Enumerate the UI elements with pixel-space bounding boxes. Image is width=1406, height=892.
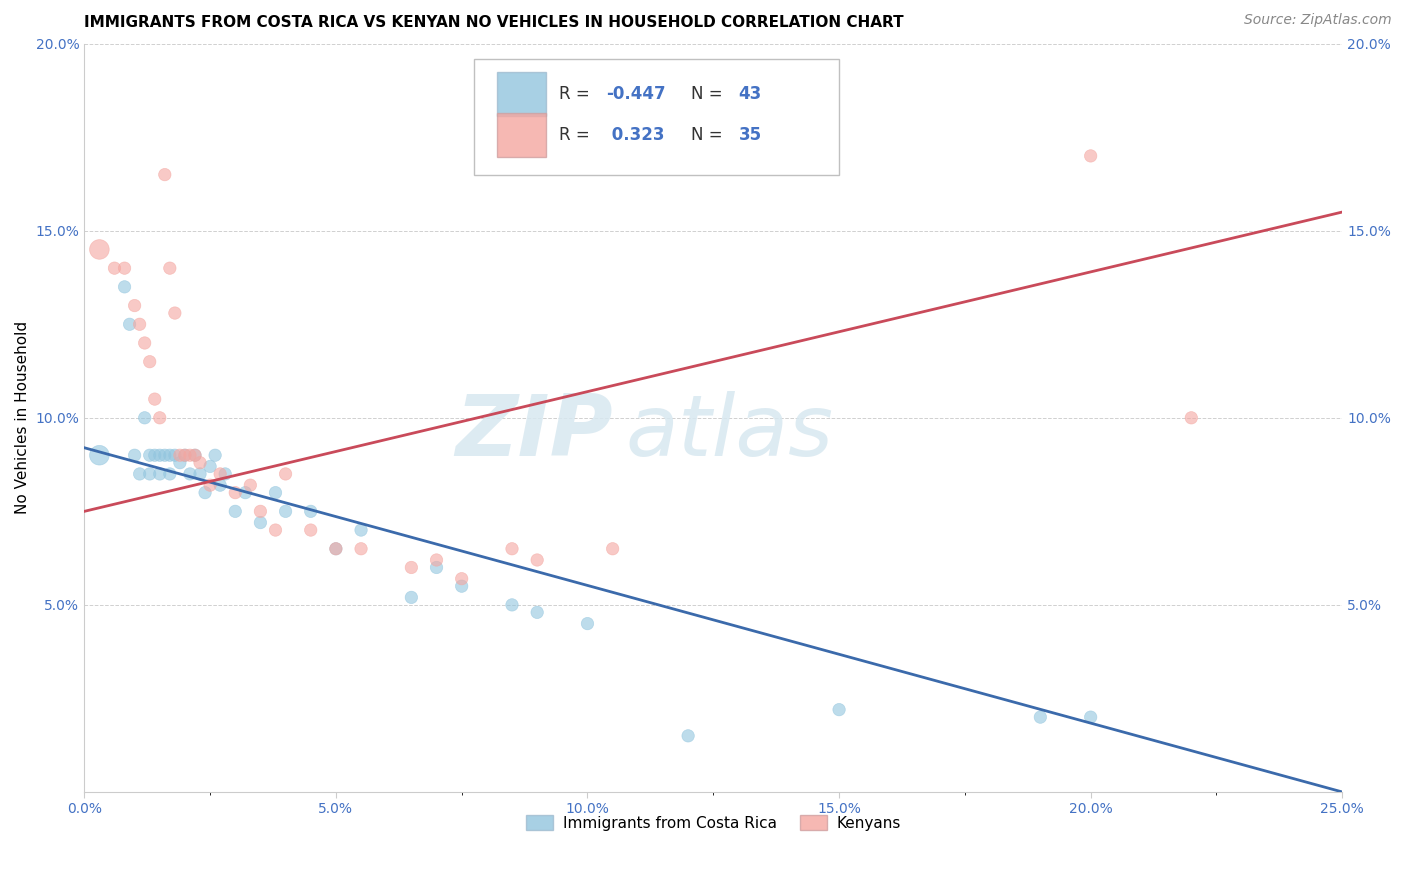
Text: R =: R =: [558, 85, 595, 103]
Text: -0.447: -0.447: [606, 85, 666, 103]
Point: [676, 729, 699, 743]
Point: [159, 261, 181, 276]
Point: [204, 448, 226, 462]
Point: [299, 504, 322, 518]
FancyBboxPatch shape: [474, 59, 839, 175]
Point: [153, 448, 176, 462]
Point: [114, 261, 136, 276]
Text: ZIP: ZIP: [456, 392, 613, 475]
Point: [299, 523, 322, 537]
Point: [174, 448, 197, 462]
Point: [274, 467, 297, 481]
Point: [209, 478, 232, 492]
Point: [350, 523, 373, 537]
Point: [134, 410, 156, 425]
Point: [1180, 410, 1202, 425]
Point: [249, 504, 271, 518]
Point: [169, 456, 191, 470]
Point: [128, 318, 150, 332]
Point: [602, 541, 624, 556]
Point: [501, 541, 523, 556]
Text: 43: 43: [738, 85, 762, 103]
Text: R =: R =: [558, 127, 595, 145]
Point: [209, 467, 232, 481]
Point: [153, 168, 176, 182]
Point: [143, 448, 166, 462]
Point: [450, 579, 472, 593]
Point: [184, 448, 207, 462]
Point: [526, 606, 548, 620]
Text: IMMIGRANTS FROM COSTA RICA VS KENYAN NO VEHICLES IN HOUSEHOLD CORRELATION CHART: IMMIGRANTS FROM COSTA RICA VS KENYAN NO …: [84, 15, 904, 30]
Point: [325, 541, 347, 556]
Point: [401, 560, 423, 574]
Point: [188, 467, 211, 481]
FancyBboxPatch shape: [496, 113, 546, 157]
Point: [576, 616, 599, 631]
Point: [1080, 149, 1102, 163]
Point: [401, 591, 423, 605]
Point: [325, 541, 347, 556]
Point: [128, 467, 150, 481]
Point: [89, 243, 111, 257]
Point: [163, 448, 186, 462]
Point: [143, 392, 166, 406]
Text: 0.323: 0.323: [606, 127, 665, 145]
Point: [274, 504, 297, 518]
Point: [249, 516, 271, 530]
Point: [163, 306, 186, 320]
Point: [134, 336, 156, 351]
Point: [264, 485, 287, 500]
Point: [264, 523, 287, 537]
Point: [159, 448, 181, 462]
Point: [159, 467, 181, 481]
Point: [526, 553, 548, 567]
Point: [124, 448, 146, 462]
Point: [233, 485, 256, 500]
FancyBboxPatch shape: [496, 72, 546, 116]
Point: [350, 541, 373, 556]
Point: [124, 299, 146, 313]
Point: [501, 598, 523, 612]
Point: [1029, 710, 1052, 724]
Point: [103, 261, 125, 276]
Point: [214, 467, 236, 481]
Point: [198, 478, 221, 492]
Point: [179, 448, 201, 462]
Text: Source: ZipAtlas.com: Source: ZipAtlas.com: [1244, 13, 1392, 28]
Point: [425, 560, 447, 574]
Text: N =: N =: [690, 127, 727, 145]
Point: [188, 456, 211, 470]
Point: [425, 553, 447, 567]
Point: [194, 485, 217, 500]
Point: [1080, 710, 1102, 724]
Point: [89, 448, 111, 462]
Point: [138, 448, 160, 462]
Point: [138, 354, 160, 368]
Point: [224, 485, 246, 500]
Point: [149, 467, 172, 481]
Point: [149, 410, 172, 425]
Point: [174, 448, 197, 462]
Point: [828, 703, 851, 717]
Point: [239, 478, 262, 492]
Point: [450, 572, 472, 586]
Point: [149, 448, 172, 462]
Point: [224, 504, 246, 518]
Legend: Immigrants from Costa Rica, Kenyans: Immigrants from Costa Rica, Kenyans: [520, 808, 907, 837]
Point: [184, 448, 207, 462]
Point: [138, 467, 160, 481]
Text: 35: 35: [738, 127, 762, 145]
Point: [169, 448, 191, 462]
Point: [118, 318, 141, 332]
Point: [198, 459, 221, 474]
Text: N =: N =: [690, 85, 727, 103]
Point: [114, 280, 136, 294]
Text: atlas: atlas: [626, 392, 834, 475]
Point: [179, 467, 201, 481]
Y-axis label: No Vehicles in Household: No Vehicles in Household: [15, 321, 30, 515]
